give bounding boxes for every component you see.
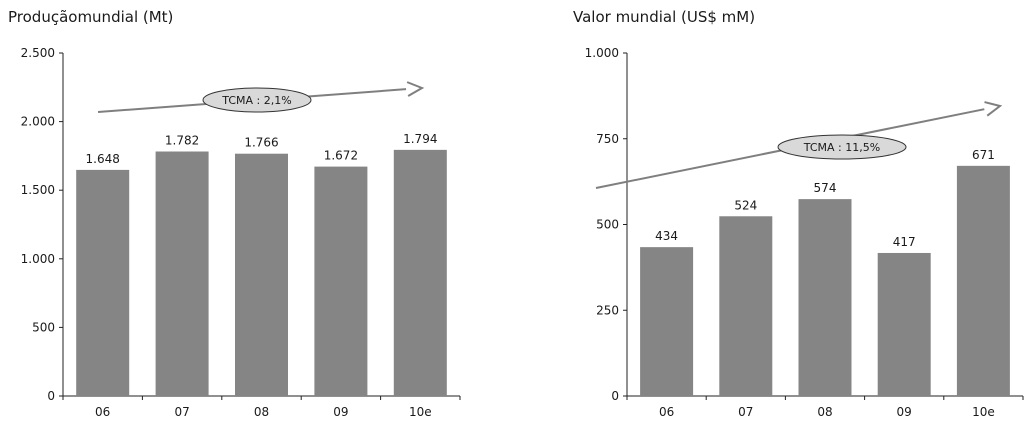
bar-value-label: 524: [734, 198, 757, 212]
cagr-label: TCMA : 11,5%: [803, 141, 880, 154]
x-tick-label: 08: [817, 405, 832, 419]
bar: [640, 247, 694, 396]
bar-value-label: 434: [655, 229, 678, 243]
x-tick-label: 06: [659, 405, 674, 419]
bar-value-label: 1.794: [403, 132, 437, 146]
bar-value-label: 1.672: [324, 149, 358, 163]
bar: [719, 216, 773, 396]
bar-value-label: 1.648: [86, 152, 120, 166]
bar-value-label: 574: [814, 181, 837, 195]
x-tick-label: 08: [254, 405, 269, 419]
y-tick-label: 750: [596, 132, 619, 146]
x-tick-label: 06: [95, 405, 110, 419]
trend-arrow-head: [406, 81, 425, 97]
y-tick-label: 1.000: [21, 252, 55, 266]
bar-value-label: 1.766: [244, 136, 278, 150]
y-tick-label: 250: [596, 303, 619, 317]
chart-title-value: Valor mundial (US$ mM): [573, 8, 756, 26]
x-tick-label: 09: [333, 405, 348, 419]
bar: [314, 166, 368, 396]
bar-value-label: 417: [893, 235, 916, 249]
bar: [956, 165, 1010, 396]
bar: [235, 153, 288, 396]
chart-value: 0 250 500 750 1.000 434 06 524 07 574 08 417 09 671 10…: [585, 46, 1024, 419]
y-tick-label: 0: [611, 389, 619, 403]
y-tick-label: 500: [32, 320, 55, 334]
x-tick-label: 07: [174, 405, 189, 419]
bar: [877, 252, 931, 396]
y-tick-label: 500: [596, 218, 619, 232]
cagr-label: TCMA : 2,1%: [221, 94, 291, 107]
bar-value-label: 671: [972, 148, 995, 162]
bar: [393, 149, 447, 396]
y-tick-label: 2.500: [21, 46, 55, 60]
bar: [798, 199, 852, 396]
y-tick-label: 1.000: [585, 46, 619, 60]
bar-value-label: 1.782: [165, 134, 199, 148]
bar: [155, 151, 209, 396]
x-tick-label: 10e: [409, 405, 432, 419]
cagr-ellipse: [777, 134, 907, 160]
bar: [76, 169, 130, 396]
y-tick-label: 2.000: [21, 115, 55, 129]
trend-arrow-head: [984, 101, 1003, 117]
cagr-ellipse: [202, 87, 312, 113]
chart-title-production: Produçãomundial (Mt): [8, 8, 174, 26]
x-tick-label: 10e: [972, 405, 995, 419]
chart-production: 0 500 1.000 1.500 2.000 2.500 1.648 06 1.782 07 1.…: [21, 46, 461, 419]
y-tick-label: 0: [47, 389, 55, 403]
x-tick-label: 09: [897, 405, 912, 419]
y-tick-label: 1.500: [21, 183, 55, 197]
x-tick-label: 07: [738, 405, 753, 419]
